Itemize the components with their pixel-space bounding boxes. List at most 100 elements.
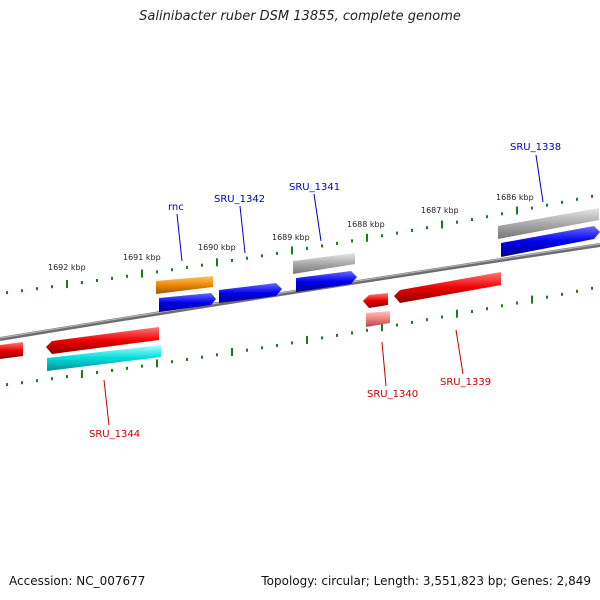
lower-track-minor-tick <box>51 377 53 381</box>
upper-track-minor-tick <box>81 281 83 285</box>
lower-track-minor-tick <box>426 318 428 322</box>
lower-track-major-tick <box>456 309 458 318</box>
upper-track-minor-tick <box>321 244 323 248</box>
lower-track-minor-tick <box>396 323 398 327</box>
scale-label-1686: 1686 kbp <box>496 193 534 202</box>
upper-track-minor-tick <box>276 251 278 255</box>
gene-sru-1341[interactable] <box>293 253 355 274</box>
tick-track-upper <box>6 194 593 295</box>
lower-track-major-tick <box>231 348 233 356</box>
gene-sru-1344-cds[interactable] <box>47 345 161 371</box>
lower-track-major-tick <box>531 295 533 304</box>
leader-sru-1344 <box>103 379 110 426</box>
gene-sru-1341-cds[interactable] <box>296 271 357 292</box>
lower-track-minor-tick <box>36 379 38 383</box>
scale-label-1690: 1690 kbp <box>198 243 236 252</box>
lower-track-minor-tick <box>126 366 128 370</box>
lower-track-minor-tick <box>6 383 8 387</box>
leader-sru-1338 <box>535 154 544 203</box>
gene-rnc-cds[interactable] <box>159 293 216 312</box>
lower-track-major-tick <box>81 370 83 379</box>
lower-track-minor-tick <box>261 346 263 350</box>
lower-track-minor-tick <box>276 343 278 347</box>
upper-track-minor-tick <box>231 259 233 262</box>
tick-track-lower <box>6 286 593 387</box>
leader-sru-1341 <box>313 193 322 242</box>
upper-track-minor-tick <box>156 270 158 274</box>
upper-track-minor-tick <box>426 226 428 230</box>
upper-track-major-tick <box>441 220 443 229</box>
upper-track-major-tick <box>366 233 368 242</box>
lower-track-major-tick <box>306 335 308 344</box>
leader-rnc <box>176 213 183 262</box>
upper-track-minor-tick <box>471 218 473 221</box>
lower-track-minor-tick <box>351 331 353 335</box>
lower-track-minor-tick <box>66 375 68 379</box>
lower-track-minor-tick <box>21 381 23 385</box>
lower-track-minor-tick <box>246 348 248 352</box>
lower-track-minor-tick <box>186 357 188 361</box>
label-rnc: rnc <box>168 202 184 213</box>
genome-backbone <box>0 243 600 341</box>
upper-track-minor-tick <box>186 265 188 269</box>
upper-track-major-tick <box>516 206 518 215</box>
gene-sru-1344[interactable] <box>46 327 159 354</box>
upper-track-minor-tick <box>501 212 503 216</box>
lower-track-minor-tick <box>321 336 323 340</box>
upper-track-minor-tick <box>306 246 308 250</box>
lower-track-minor-tick <box>471 310 473 313</box>
upper-track-minor-tick <box>561 200 563 204</box>
upper-track-major-tick <box>66 280 68 289</box>
upper-track-minor-tick <box>576 197 578 201</box>
lower-track-minor-tick <box>291 341 293 345</box>
lower-track-minor-tick <box>501 304 503 308</box>
gene-sru-1338-cds[interactable] <box>501 226 600 257</box>
lower-track-minor-tick <box>366 328 368 332</box>
lower-track-minor-tick <box>516 301 518 305</box>
gene-sru-1339[interactable] <box>394 272 501 303</box>
label-sru-1338: SRU_1338 <box>510 142 561 153</box>
lower-track-minor-tick <box>201 355 203 359</box>
lower-track-minor-tick <box>576 289 578 293</box>
upper-track-minor-tick <box>381 234 383 238</box>
upper-track-major-tick <box>216 258 218 267</box>
upper-track-minor-tick <box>261 254 263 258</box>
leader-sru-1339 <box>455 329 464 375</box>
scale-label-1689: 1689 kbp <box>272 233 310 242</box>
lower-track-minor-tick <box>216 353 218 357</box>
leader-sru-1340 <box>381 341 387 387</box>
label-sru-1339: SRU_1339 <box>440 377 491 388</box>
gene-left-partial[interactable] <box>0 342 23 359</box>
gene-rnc[interactable] <box>156 276 213 294</box>
gene-sru-1340[interactable] <box>363 293 388 308</box>
lower-track-minor-tick <box>171 360 173 364</box>
upper-track-minor-tick <box>96 279 98 282</box>
upper-track-minor-tick <box>531 206 533 210</box>
scale-label-1688: 1688 kbp <box>347 220 385 229</box>
upper-track-minor-tick <box>546 203 548 207</box>
map-title: Salinibacter ruber DSM 13855, complete g… <box>139 9 461 24</box>
gene-sru-1338[interactable] <box>498 208 599 239</box>
topology-text: Topology: circular; Length: 3,551,823 bp… <box>261 574 591 588</box>
upper-track-minor-tick <box>6 291 8 295</box>
upper-track-minor-tick <box>36 287 38 291</box>
lower-track-minor-tick <box>336 333 338 337</box>
upper-track-minor-tick <box>171 268 173 272</box>
upper-track-major-tick <box>291 246 293 255</box>
upper-track-minor-tick <box>351 239 353 243</box>
lower-track-minor-tick <box>141 364 143 368</box>
scale-label-1687: 1687 kbp <box>421 206 459 215</box>
lower-track-minor-tick <box>591 286 593 290</box>
upper-track-minor-tick <box>591 194 593 198</box>
upper-track-minor-tick <box>486 215 488 219</box>
gene-sru-1340-cds[interactable] <box>366 311 390 327</box>
upper-track-minor-tick <box>396 231 398 235</box>
gene-sru-1342[interactable] <box>219 283 282 303</box>
scale-label-1692: 1692 kbp <box>48 263 86 272</box>
lower-track-minor-tick <box>441 315 443 319</box>
lower-track-minor-tick <box>96 371 98 374</box>
label-sru-1344: SRU_1344 <box>89 429 140 440</box>
label-sru-1340: SRU_1340 <box>367 389 418 400</box>
lower-track-major-tick <box>156 359 158 368</box>
